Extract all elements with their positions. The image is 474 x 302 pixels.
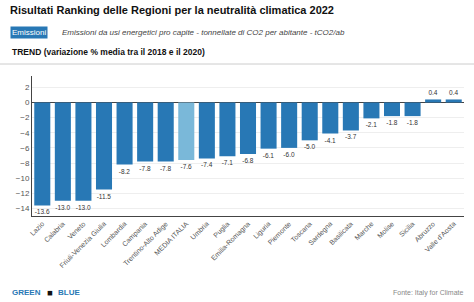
svg-text:-13.0: -13.0: [76, 204, 91, 211]
svg-text:−6: −6: [20, 144, 30, 153]
svg-text:0.4: 0.4: [449, 89, 458, 96]
svg-text:Lombardia: Lombardia: [99, 220, 127, 248]
svg-text:Sardegna: Sardegna: [307, 220, 334, 247]
svg-text:-6.1: -6.1: [263, 152, 275, 159]
svg-text:Emissioni da usi energetici pr: Emissioni da usi energetici pro capite -…: [62, 28, 345, 37]
svg-text:−4: −4: [20, 129, 30, 138]
svg-text:◼: ◼: [47, 289, 53, 297]
svg-text:Sicilia: Sicilia: [398, 220, 416, 238]
svg-text:Veneto: Veneto: [66, 220, 86, 240]
svg-text:-8.2: -8.2: [119, 168, 131, 175]
svg-text:−12: −12: [16, 189, 30, 198]
svg-text:Emissioni: Emissioni: [12, 28, 46, 37]
svg-text:Basilicata: Basilicata: [328, 220, 354, 246]
svg-text:-13.0: -13.0: [55, 204, 70, 211]
svg-text:Marche: Marche: [353, 220, 375, 242]
svg-text:-7.6: -7.6: [180, 163, 192, 170]
svg-text:Risultati Ranking delle Region: Risultati Ranking delle Regioni per la n…: [10, 4, 334, 16]
svg-text:-6.0: -6.0: [283, 151, 295, 158]
svg-text:Abruzzo: Abruzzo: [413, 220, 436, 243]
svg-text:Calabria: Calabria: [43, 220, 66, 243]
svg-text:-13.6: -13.6: [35, 208, 50, 215]
svg-text:-7.8: -7.8: [160, 165, 172, 172]
svg-text:-11.5: -11.5: [97, 193, 112, 200]
svg-text:Emilia-Romagna: Emilia-Romagna: [210, 220, 252, 262]
svg-text:−10: −10: [16, 174, 30, 183]
svg-text:GREEN: GREEN: [12, 288, 41, 297]
svg-text:Umbria: Umbria: [189, 220, 210, 241]
svg-text:Fonte: Italy for Climate: Fonte: Italy for Climate: [393, 289, 464, 297]
svg-text:-7.4: -7.4: [201, 161, 213, 168]
svg-text:Liguria: Liguria: [252, 220, 273, 241]
svg-text:-1.8: -1.8: [407, 119, 419, 126]
svg-text:Piemonte: Piemonte: [266, 220, 292, 246]
svg-text:−2: −2: [20, 113, 30, 122]
svg-text:−14: −14: [16, 204, 30, 213]
svg-text:-7.1: -7.1: [222, 159, 234, 166]
svg-text:Puglia: Puglia: [212, 220, 231, 239]
svg-text:2: 2: [25, 83, 30, 92]
svg-text:-2.1: -2.1: [366, 121, 378, 128]
svg-text:MEDIA ITALIA: MEDIA ITALIA: [153, 220, 190, 257]
svg-text:BLUE: BLUE: [58, 288, 80, 297]
svg-text:Valle d'Aosta: Valle d'Aosta: [424, 220, 457, 253]
svg-text:-3.7: -3.7: [345, 133, 357, 140]
svg-text:Toscana: Toscana: [290, 220, 313, 243]
svg-text:Molise: Molise: [376, 220, 395, 239]
svg-text:-5.0: -5.0: [304, 143, 316, 150]
svg-text:-1.8: -1.8: [386, 119, 398, 126]
svg-text:-4.1: -4.1: [324, 137, 336, 144]
svg-text:-7.8: -7.8: [139, 165, 151, 172]
svg-text:−8: −8: [20, 159, 30, 168]
svg-text:Friuli-Venezia Giulia: Friuli-Venezia Giulia: [58, 220, 107, 269]
svg-text:Lazio: Lazio: [29, 220, 46, 237]
svg-text:-6.8: -6.8: [242, 157, 254, 164]
svg-text:Trentino-Alto Adige: Trentino-Alto Adige: [122, 220, 170, 268]
svg-text:0.4: 0.4: [428, 89, 437, 96]
svg-text:TREND (variazione % media tra: TREND (variazione % media tra il 2018 e …: [12, 47, 205, 57]
svg-text:Campania: Campania: [121, 220, 149, 248]
svg-text:0: 0: [25, 98, 30, 107]
